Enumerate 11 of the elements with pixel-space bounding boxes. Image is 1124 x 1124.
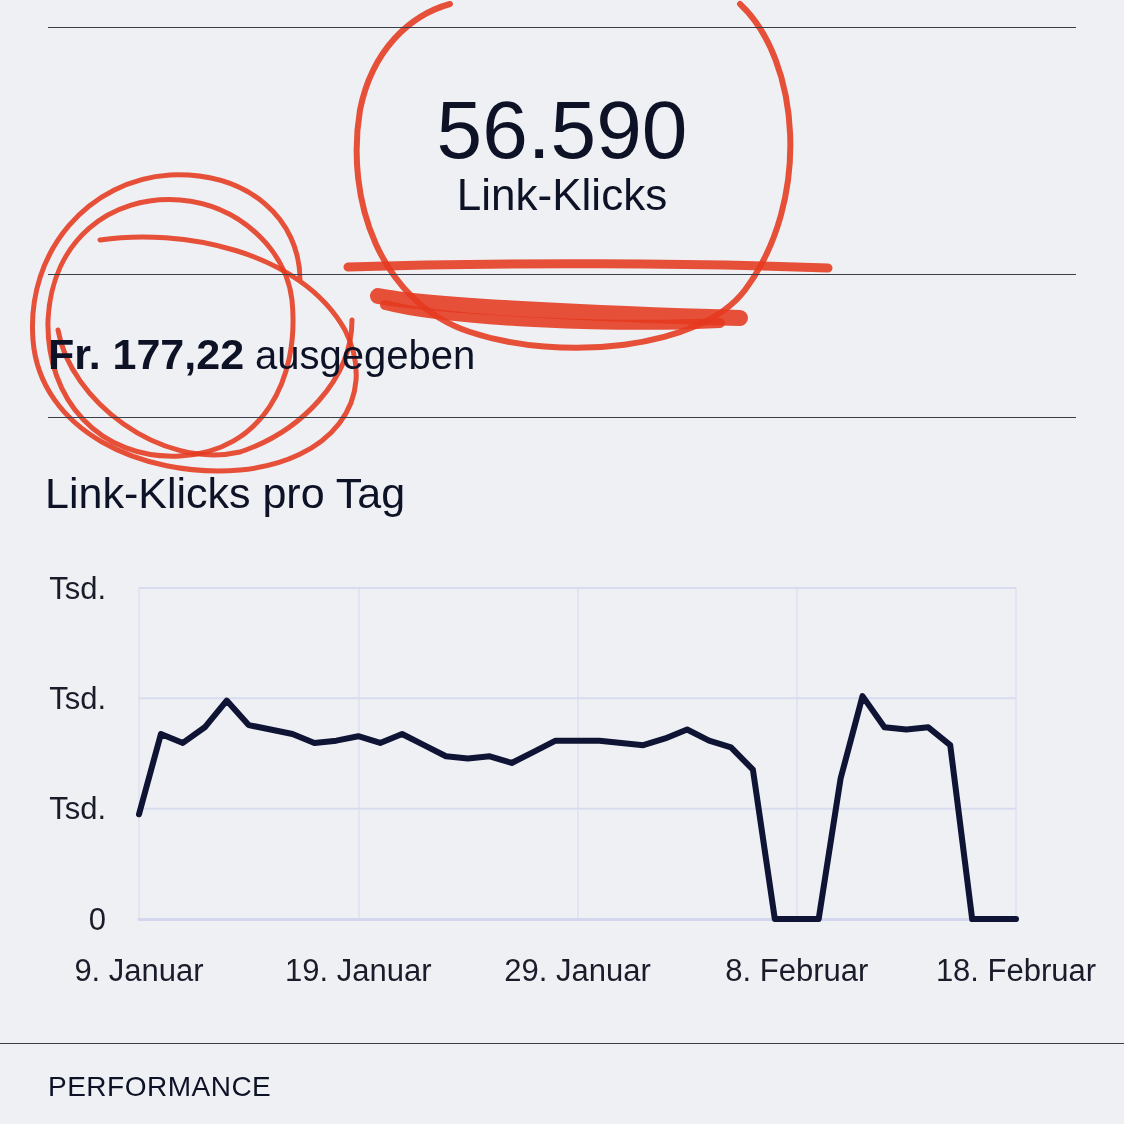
chart-title: Link-Klicks pro Tag [45,468,406,517]
x-tick-label: 9. Januar [74,953,204,988]
ref-line-label: Tsd. [49,570,106,606]
text: 0 [88,901,106,937]
x-tick-label: 29. Januar [504,953,651,988]
x-tick-label: 19. Januar [285,953,432,988]
x-tick-label: 8. Februar [725,953,869,988]
text: PERFORMANCE [48,1071,272,1102]
ref-line-label: Tsd. [49,680,106,716]
x-tick-label: 18. Februar [935,953,1097,988]
ref-line-label: Tsd. [49,791,106,827]
